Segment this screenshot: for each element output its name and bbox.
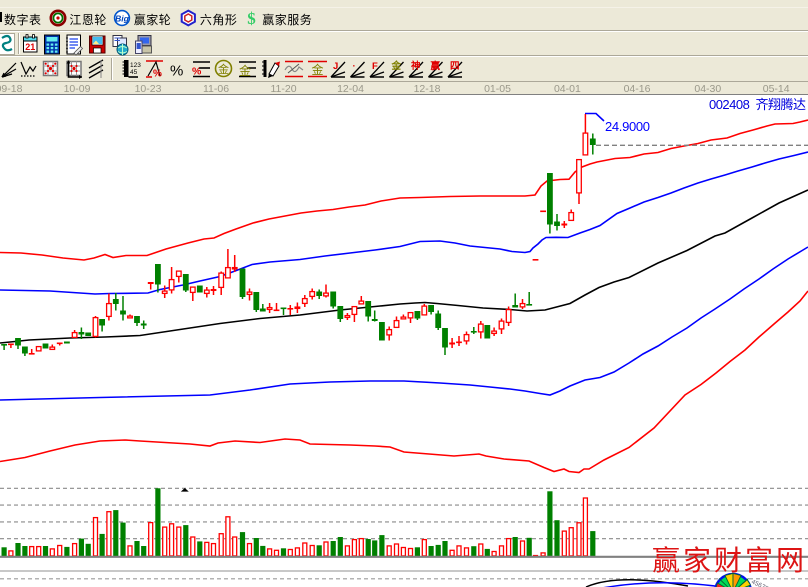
svg-text:金: 金 (218, 62, 229, 76)
svg-text:金: 金 (391, 60, 402, 72)
svg-text:F: F (372, 61, 378, 72)
svg-text:%: % (192, 66, 202, 78)
svg-text:21: 21 (25, 42, 35, 52)
svg-text:002408 齐翔腾达: 002408 齐翔腾达 (709, 97, 806, 112)
svg-text:%: % (153, 69, 162, 80)
svg-text:J: J (333, 61, 338, 72)
svg-text:$: $ (247, 9, 256, 28)
svg-text:45: 45 (130, 69, 138, 76)
svg-text:金: 金 (239, 63, 251, 78)
svg-text:赢: 赢 (431, 60, 441, 72)
svg-text:神: 神 (411, 60, 421, 72)
svg-text:%: % (170, 63, 183, 80)
svg-text:金: 金 (311, 62, 323, 77)
svg-text:123: 123 (130, 62, 141, 69)
svg-text:·: · (353, 61, 356, 72)
svg-text:四: 四 (450, 61, 460, 72)
svg-text:Big: Big (115, 14, 130, 24)
svg-text:赢家财富网: 赢家财富网 (652, 545, 804, 577)
svg-text:24.9000: 24.9000 (605, 119, 650, 134)
